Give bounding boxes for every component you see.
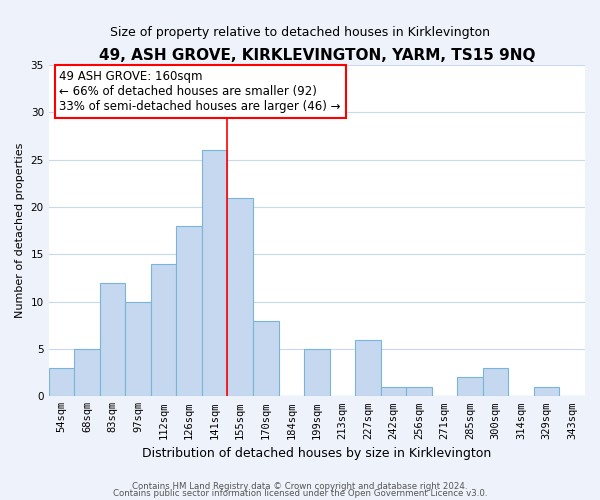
Bar (253, 320, 278, 396)
Bar (406, 387, 432, 396)
Text: Size of property relative to detached houses in Kirklevington: Size of property relative to detached ho… (110, 26, 490, 39)
Bar (202, 150, 227, 396)
Bar (125, 302, 151, 396)
X-axis label: Distribution of detached houses by size in Kirklevington: Distribution of detached houses by size … (142, 447, 491, 460)
Bar (49, 368, 74, 396)
Bar (151, 264, 176, 396)
Bar (74, 349, 100, 397)
Bar (227, 198, 253, 396)
Title: 49, ASH GROVE, KIRKLEVINGTON, YARM, TS15 9NQ: 49, ASH GROVE, KIRKLEVINGTON, YARM, TS15… (98, 48, 535, 62)
Bar (457, 378, 483, 396)
Text: Contains public sector information licensed under the Open Government Licence v3: Contains public sector information licen… (113, 490, 487, 498)
Bar (100, 282, 125, 397)
Bar (176, 226, 202, 396)
Text: 49 ASH GROVE: 160sqm
← 66% of detached houses are smaller (92)
33% of semi-detac: 49 ASH GROVE: 160sqm ← 66% of detached h… (59, 70, 341, 113)
Bar (355, 340, 380, 396)
Y-axis label: Number of detached properties: Number of detached properties (15, 143, 25, 318)
Text: Contains HM Land Registry data © Crown copyright and database right 2024.: Contains HM Land Registry data © Crown c… (132, 482, 468, 491)
Bar (380, 387, 406, 396)
Bar (483, 368, 508, 396)
Bar (534, 387, 559, 396)
Bar (304, 349, 329, 397)
